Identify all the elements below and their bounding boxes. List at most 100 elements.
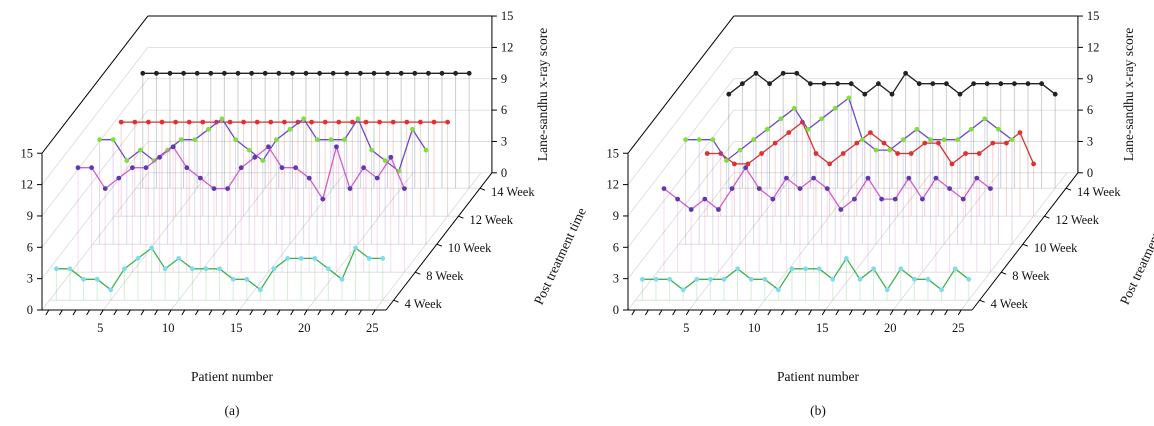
- x-minor-tick: [903, 309, 908, 316]
- data-point: [912, 276, 917, 282]
- floor-grid: [306, 172, 414, 311]
- data-point: [702, 196, 708, 202]
- data-point: [268, 119, 274, 125]
- data-point: [968, 126, 974, 132]
- data-point: [203, 266, 209, 272]
- depth-tick: [479, 187, 486, 191]
- data-point: [865, 175, 871, 181]
- data-point: [729, 186, 735, 192]
- data-point: [920, 196, 925, 202]
- data-point: [786, 130, 792, 136]
- data-point: [952, 266, 958, 272]
- data-point: [960, 196, 966, 202]
- data-point: [266, 144, 271, 150]
- left-z-tick-label: 12: [607, 178, 620, 192]
- x-minor-tick: [699, 309, 704, 316]
- x-minor-tick: [113, 309, 118, 316]
- left-wall-grid: [627, 141, 735, 279]
- data-point: [889, 91, 895, 97]
- chart-panel-b: 0 3 6 9 12 15 0 3 6 9 12 15 5 10 15 20 25 4 Week 8 Week 10 …: [607, 9, 1154, 418]
- x-minor-tick: [371, 309, 376, 316]
- data-point: [1017, 130, 1023, 136]
- data-point: [258, 287, 263, 293]
- data-point: [803, 266, 808, 272]
- x-minor-tick: [957, 309, 962, 316]
- data-point: [936, 140, 941, 146]
- data-point: [170, 144, 176, 150]
- data-point: [122, 266, 127, 272]
- data-point: [225, 186, 231, 192]
- data-point: [903, 70, 908, 76]
- data-point: [157, 154, 163, 160]
- data-point: [235, 70, 241, 76]
- depth-tick-label: 8 Week: [1012, 269, 1050, 283]
- x-tick-label: 20: [884, 321, 897, 335]
- x-minor-tick: [358, 309, 363, 316]
- data-point: [813, 151, 819, 156]
- data-point: [748, 276, 754, 282]
- data-point: [320, 196, 326, 202]
- data-point: [398, 70, 404, 76]
- data-point: [661, 186, 667, 192]
- data-point: [241, 119, 247, 125]
- data-point: [844, 256, 849, 261]
- x-minor-tick: [712, 309, 717, 316]
- data-point: [868, 130, 873, 136]
- data-point: [181, 70, 187, 76]
- series-8-week: [75, 144, 407, 273]
- data-point: [336, 119, 342, 125]
- x-minor-tick: [862, 309, 867, 316]
- data-point: [708, 276, 713, 282]
- data-point: [186, 119, 192, 125]
- data-point: [382, 158, 388, 164]
- data-point: [353, 245, 358, 251]
- x-tick-label: 5: [683, 321, 689, 335]
- data-point: [824, 186, 830, 192]
- x-minor-tick: [276, 309, 281, 316]
- data-point: [963, 151, 968, 156]
- data-point: [339, 276, 345, 282]
- data-point: [252, 154, 258, 160]
- right-z-tick-label: 6: [501, 103, 507, 117]
- data-point: [797, 186, 803, 192]
- depth-tick-label: 12 Week: [469, 213, 513, 227]
- data-point: [67, 266, 73, 272]
- data-point: [640, 276, 645, 282]
- x-axis-title: Patient number: [777, 369, 860, 384]
- data-point: [930, 81, 936, 87]
- x-tick-label: 25: [366, 321, 379, 335]
- data-point: [314, 137, 320, 143]
- data-point: [173, 119, 179, 125]
- depth-tick-label: 14 Week: [1077, 185, 1121, 199]
- depth-tick: [1001, 271, 1007, 275]
- right-z-tick-label: 3: [1087, 134, 1093, 148]
- x-minor-tick: [140, 309, 145, 316]
- data-point: [724, 158, 729, 164]
- data-point: [271, 266, 277, 272]
- data-point: [431, 119, 437, 125]
- data-point: [110, 137, 116, 143]
- data-point: [996, 126, 1001, 132]
- x-minor-tick: [848, 309, 853, 316]
- data-point: [322, 119, 328, 125]
- x-minor-tick: [154, 309, 159, 316]
- depth-axis: [971, 172, 1079, 311]
- depth-axis-title: Post treatment time: [1117, 205, 1154, 306]
- x-minor-tick: [876, 309, 881, 316]
- data-point: [132, 119, 138, 125]
- data-point: [683, 137, 688, 143]
- x-minor-tick: [262, 309, 267, 316]
- x-minor-tick: [290, 309, 295, 316]
- data-point: [326, 266, 331, 272]
- data-point: [745, 161, 751, 167]
- x-minor-tick: [222, 309, 227, 316]
- right-z-tick-label: 0: [1087, 166, 1093, 180]
- data-point: [789, 266, 795, 272]
- data-point: [925, 276, 931, 282]
- data-point: [282, 119, 287, 125]
- left-z-tick-label: 0: [613, 303, 619, 317]
- data-point: [971, 81, 976, 87]
- floor-grid: [688, 172, 796, 311]
- left-wall-grid: [41, 109, 149, 248]
- left-wall-grid: [627, 109, 735, 248]
